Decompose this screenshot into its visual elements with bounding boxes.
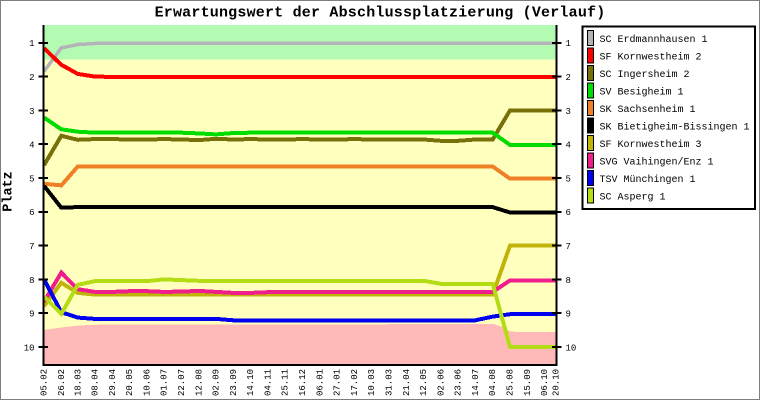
svg-text:2: 2 xyxy=(29,73,34,83)
svg-text:16.12: 16.12 xyxy=(298,369,308,396)
svg-text:9: 9 xyxy=(566,310,571,320)
svg-text:18.03: 18.03 xyxy=(73,369,83,396)
svg-text:05.02: 05.02 xyxy=(40,369,50,396)
svg-text:26.02: 26.02 xyxy=(57,369,67,396)
svg-text:21.04: 21.04 xyxy=(402,369,412,396)
svg-text:5: 5 xyxy=(566,174,571,184)
svg-text:SC Asperg 1: SC Asperg 1 xyxy=(600,193,666,204)
svg-text:TSV Münchingen 1: TSV Münchingen 1 xyxy=(600,174,696,186)
svg-text:SK Sachsenheim 1: SK Sachsenheim 1 xyxy=(600,104,696,116)
svg-text:31.03: 31.03 xyxy=(385,369,395,396)
svg-text:8: 8 xyxy=(29,276,34,286)
svg-text:5: 5 xyxy=(29,174,34,184)
svg-text:12.05: 12.05 xyxy=(419,369,429,396)
svg-text:Erwartungswert der Abschlusspl: Erwartungswert der Abschlussplatzierung … xyxy=(155,5,606,22)
svg-text:6: 6 xyxy=(566,208,571,218)
svg-text:06.10: 06.10 xyxy=(540,369,550,396)
svg-text:SF Kornwestheim 2: SF Kornwestheim 2 xyxy=(600,52,702,64)
svg-text:23.06: 23.06 xyxy=(454,369,464,396)
svg-text:10: 10 xyxy=(566,343,577,353)
svg-text:SV Besigheim 1: SV Besigheim 1 xyxy=(600,87,684,99)
svg-text:02.09: 02.09 xyxy=(212,369,222,396)
svg-text:Platz: Platz xyxy=(2,171,17,212)
svg-text:3: 3 xyxy=(29,107,34,117)
svg-text:1: 1 xyxy=(566,39,571,49)
svg-text:SK Bietigheim-Bissingen 1: SK Bietigheim-Bissingen 1 xyxy=(600,122,750,134)
svg-text:4: 4 xyxy=(566,141,571,151)
svg-text:04.08: 04.08 xyxy=(488,369,498,396)
svg-text:27.01: 27.01 xyxy=(333,369,343,396)
svg-text:SC Ingersheim 2: SC Ingersheim 2 xyxy=(600,69,690,81)
svg-text:06.01: 06.01 xyxy=(315,369,325,396)
svg-text:01.07: 01.07 xyxy=(160,369,170,396)
svg-text:22.07: 22.07 xyxy=(177,369,187,396)
svg-text:SVG Vaihingen/Enz 1: SVG Vaihingen/Enz 1 xyxy=(600,157,714,169)
svg-text:15.09: 15.09 xyxy=(523,369,533,396)
svg-text:20.10: 20.10 xyxy=(552,369,562,396)
svg-text:1: 1 xyxy=(29,39,34,49)
svg-text:12.08: 12.08 xyxy=(194,369,204,396)
svg-text:04.11: 04.11 xyxy=(263,369,273,396)
svg-text:3: 3 xyxy=(566,107,571,117)
svg-text:29.04: 29.04 xyxy=(108,369,118,396)
svg-text:08.04: 08.04 xyxy=(91,369,101,396)
svg-text:2: 2 xyxy=(566,73,571,83)
svg-text:6: 6 xyxy=(29,208,34,218)
svg-text:20.05: 20.05 xyxy=(125,369,135,396)
svg-text:4: 4 xyxy=(29,141,34,151)
svg-text:14.10: 14.10 xyxy=(246,369,256,396)
svg-text:17.02: 17.02 xyxy=(350,369,360,396)
svg-text:02.06: 02.06 xyxy=(436,369,446,396)
svg-text:10.06: 10.06 xyxy=(142,369,152,396)
svg-text:25.08: 25.08 xyxy=(506,369,516,396)
svg-text:7: 7 xyxy=(566,242,571,252)
svg-text:7: 7 xyxy=(29,242,34,252)
svg-text:10: 10 xyxy=(24,343,35,353)
svg-text:SC Erdmannhausen 1: SC Erdmannhausen 1 xyxy=(600,34,708,46)
svg-text:8: 8 xyxy=(566,276,571,286)
svg-text:23.09: 23.09 xyxy=(229,369,239,396)
svg-text:10.03: 10.03 xyxy=(367,369,377,396)
svg-text:SF Kornwestheim 3: SF Kornwestheim 3 xyxy=(600,139,702,151)
svg-text:9: 9 xyxy=(29,310,34,320)
svg-text:14.07: 14.07 xyxy=(471,369,481,396)
svg-text:25.11: 25.11 xyxy=(281,369,291,396)
